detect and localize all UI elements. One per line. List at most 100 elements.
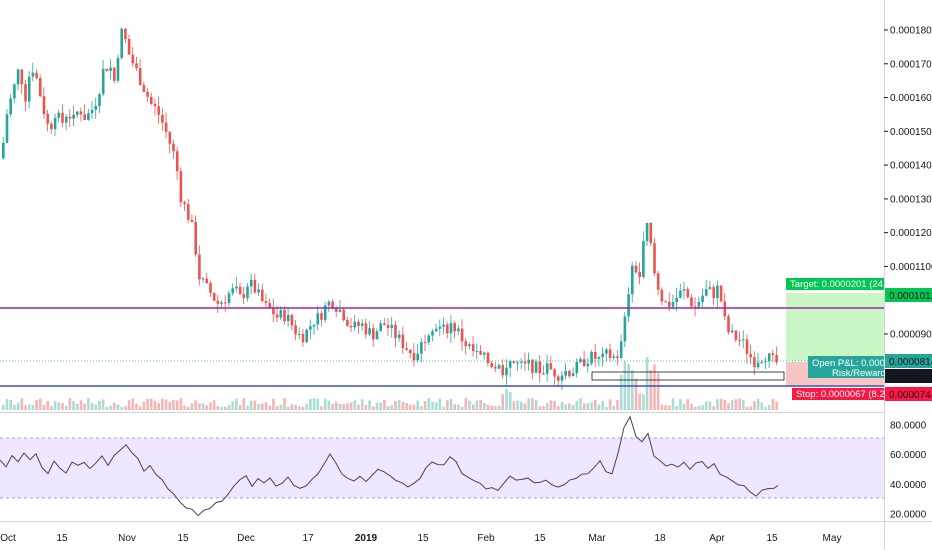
candle[interactable]	[316, 305, 320, 331]
candle[interactable]	[349, 317, 353, 333]
candle[interactable]	[516, 360, 519, 371]
target-zone[interactable]	[786, 293, 884, 361]
candle[interactable]	[619, 334, 623, 360]
candle[interactable]	[379, 320, 382, 332]
candle[interactable]	[190, 214, 194, 223]
candle[interactable]	[571, 367, 575, 377]
candle[interactable]	[660, 287, 664, 306]
candle[interactable]	[716, 280, 719, 308]
candle[interactable]	[767, 352, 771, 368]
pnl-label[interactable]: Open P&L: 0.0000003 Risk/Reward Ratio	[808, 356, 911, 379]
candle[interactable]	[198, 245, 201, 286]
candle[interactable]	[438, 319, 442, 336]
candle[interactable]	[582, 350, 586, 367]
candle[interactable]	[697, 296, 701, 310]
candle[interactable]	[323, 301, 327, 323]
candle[interactable]	[238, 282, 242, 295]
candle[interactable]	[775, 346, 778, 365]
candle[interactable]	[534, 359, 538, 374]
candle[interactable]	[246, 282, 249, 302]
candle[interactable]	[172, 139, 175, 159]
candle[interactable]	[701, 289, 704, 308]
candle[interactable]	[320, 310, 323, 327]
candle[interactable]	[342, 308, 345, 322]
candle[interactable]	[179, 167, 183, 207]
candle[interactable]	[664, 299, 667, 303]
candle[interactable]	[497, 363, 501, 370]
candle[interactable]	[708, 281, 712, 290]
candle[interactable]	[416, 344, 419, 363]
candle[interactable]	[505, 359, 508, 385]
candle[interactable]	[453, 321, 456, 339]
candle[interactable]	[61, 104, 64, 128]
candle[interactable]	[475, 343, 479, 360]
candle[interactable]	[738, 331, 741, 346]
candle[interactable]	[601, 347, 604, 367]
candle[interactable]	[531, 358, 534, 380]
candle[interactable]	[79, 107, 83, 122]
candle[interactable]	[242, 286, 246, 305]
candle[interactable]	[364, 318, 368, 339]
candle[interactable]	[264, 293, 268, 309]
candle[interactable]	[290, 313, 294, 331]
candle[interactable]	[457, 325, 460, 336]
candle[interactable]	[298, 327, 301, 340]
candle[interactable]	[545, 354, 549, 382]
candle[interactable]	[656, 270, 660, 296]
candle[interactable]	[76, 111, 79, 119]
candle[interactable]	[205, 272, 209, 284]
candle[interactable]	[464, 338, 468, 355]
candle[interactable]	[705, 279, 708, 297]
candle[interactable]	[227, 290, 231, 307]
candle[interactable]	[372, 323, 375, 348]
candle[interactable]	[261, 283, 264, 303]
candle[interactable]	[631, 261, 634, 303]
candle[interactable]	[579, 356, 582, 364]
candle[interactable]	[42, 87, 46, 119]
candle[interactable]	[383, 317, 386, 326]
candle[interactable]	[645, 222, 649, 246]
candle[interactable]	[116, 54, 120, 84]
candle[interactable]	[57, 109, 61, 123]
candle[interactable]	[449, 315, 453, 344]
candle[interactable]	[434, 324, 438, 333]
candles[interactable]	[2, 27, 778, 390]
candle[interactable]	[142, 81, 146, 93]
candle[interactable]	[423, 334, 427, 351]
candle[interactable]	[538, 354, 542, 383]
candle[interactable]	[409, 349, 412, 359]
candle[interactable]	[575, 358, 579, 378]
candle[interactable]	[68, 108, 72, 128]
candle[interactable]	[590, 350, 593, 366]
candle[interactable]	[753, 351, 756, 375]
candle[interactable]	[594, 343, 597, 367]
candle[interactable]	[420, 338, 423, 363]
candle[interactable]	[612, 353, 616, 360]
candle[interactable]	[568, 369, 571, 379]
candle[interactable]	[138, 59, 142, 86]
candle[interactable]	[734, 330, 738, 343]
candle[interactable]	[231, 283, 234, 296]
candle[interactable]	[194, 215, 197, 257]
candle[interactable]	[209, 280, 212, 297]
candle[interactable]	[679, 283, 682, 299]
rsi-axis[interactable]: 80.0000 60.0000 40.0000 20.0000	[890, 421, 927, 521]
candle[interactable]	[523, 352, 527, 371]
candle[interactable]	[520, 358, 523, 370]
candle[interactable]	[131, 47, 135, 67]
candle[interactable]	[120, 27, 123, 60]
candle[interactable]	[634, 261, 638, 274]
candle[interactable]	[101, 60, 105, 97]
candle[interactable]	[494, 362, 497, 373]
candle[interactable]	[431, 328, 434, 342]
candle[interactable]	[712, 284, 715, 305]
candle[interactable]	[727, 313, 730, 335]
candle[interactable]	[642, 231, 645, 279]
candle[interactable]	[723, 292, 727, 321]
candle[interactable]	[9, 94, 12, 118]
candle[interactable]	[31, 62, 35, 82]
candle[interactable]	[693, 297, 697, 317]
candle[interactable]	[327, 300, 331, 313]
